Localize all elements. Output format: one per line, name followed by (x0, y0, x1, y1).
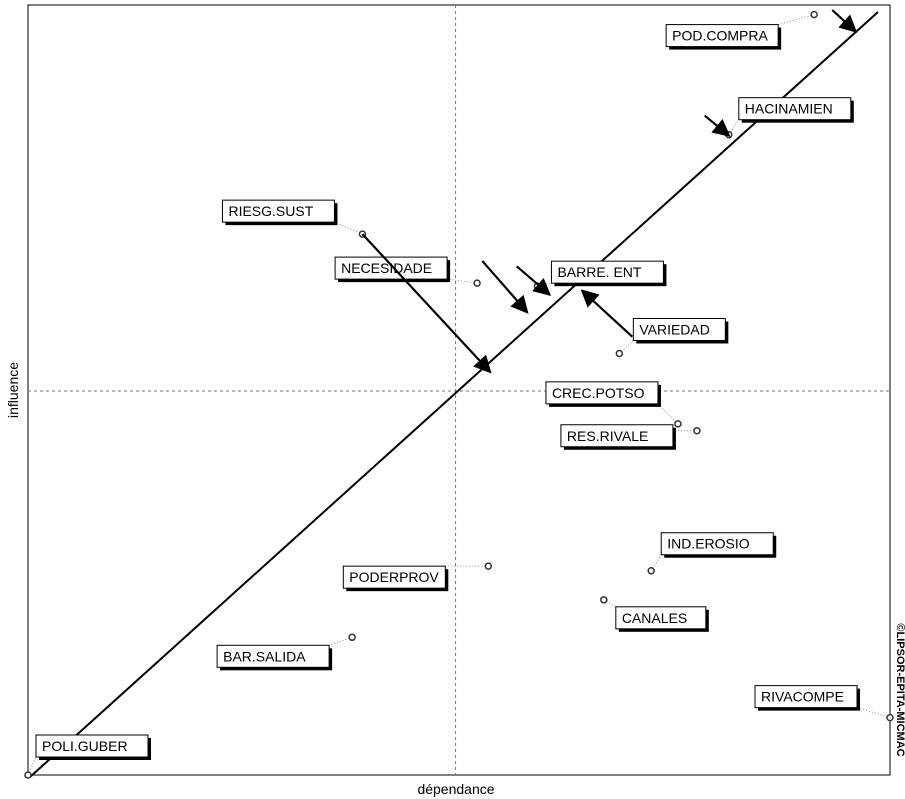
copyright-text: ©LIPSOR-EPITA-MICMAC (894, 623, 905, 756)
diagonal-line (29, 11, 879, 778)
variable-riesg-sust: RIESG.SUST (221, 199, 367, 238)
label-box (560, 424, 674, 448)
data-point (647, 566, 655, 575)
label-box (216, 644, 330, 668)
arrow-6 (580, 289, 634, 338)
variable-crec-potso: CREC.POTSO (545, 381, 682, 428)
arrow-4 (481, 260, 529, 314)
label-box (615, 606, 707, 630)
data-point (24, 771, 32, 779)
label-leader (334, 221, 363, 235)
variable-label: BARRE. ENT (557, 264, 641, 280)
variable-variedad: VARIEDAD (615, 317, 729, 358)
data-point (674, 420, 682, 428)
data-point (484, 562, 493, 570)
variable-label: CREC.POTSO (552, 385, 645, 401)
variable-rivacompe: RIVACOMPE (754, 685, 894, 722)
data-point (886, 713, 894, 722)
label-box (665, 24, 779, 48)
variable-barre-ent: BARRE. ENT (533, 260, 667, 290)
label-leader (778, 14, 815, 26)
label-leader (603, 599, 617, 608)
arrow-5 (516, 265, 552, 297)
variable-label: POLI.GUBER (42, 738, 128, 754)
variables-layer: POD.COMPRA HACINAMIEN RIESG.SUST NECESIDADE… (24, 10, 894, 779)
variable-label: HACINAMIEN (745, 101, 833, 117)
variable-label: IND.EROSIO (667, 536, 750, 552)
label-box (545, 381, 659, 405)
arrows-layer (361, 9, 858, 374)
label-leader (447, 278, 478, 284)
variable-label: NECESIDADE (341, 260, 432, 276)
label-box (221, 199, 335, 223)
variable-pod-compra: POD.COMPRA (665, 10, 818, 50)
variable-label: PODERPROV (349, 569, 439, 585)
label-box (660, 532, 774, 556)
data-point (348, 633, 356, 642)
label-box (632, 317, 726, 341)
data-point (473, 279, 481, 287)
label-box (334, 256, 448, 280)
arrow-1 (831, 9, 858, 33)
variable-label: VARIEDAD (639, 321, 710, 337)
arrow-2 (703, 114, 731, 137)
arrow-3 (361, 233, 492, 374)
variable-poli-guber: POLI.GUBER (24, 734, 151, 779)
label-box (738, 97, 852, 121)
variable-bar-salida: BAR.SALIDA (216, 633, 356, 671)
variable-label: RIESG.SUST (228, 203, 313, 219)
label-box (550, 260, 664, 284)
label-box (342, 565, 446, 589)
variable-label: BAR.SALIDA (223, 648, 306, 664)
variable-label: RIVACOMPE (761, 689, 844, 705)
variable-label: CANALES (622, 610, 687, 626)
variable-hacinamien: HACINAMIEN (725, 97, 854, 139)
variable-label: RES.RIVALE (567, 428, 648, 444)
data-point (693, 427, 701, 435)
label-box (35, 734, 149, 758)
x-axis-title: dépendance (417, 781, 494, 797)
variable-ind-erosio: IND.EROSIO (647, 532, 777, 575)
label-leader (328, 636, 353, 646)
variable-canales: CANALES (600, 596, 709, 632)
data-point (615, 349, 624, 358)
data-point (600, 596, 608, 604)
label-box (754, 685, 858, 709)
y-axis-title: influence (5, 362, 21, 418)
variable-poderprov: PODERPROV (342, 562, 493, 592)
variable-res-rivale: RES.RIVALE (560, 424, 701, 450)
variable-label: POD.COMPRA (672, 28, 768, 44)
data-point (810, 10, 818, 19)
variable-necesidade: NECESIDADE (334, 256, 481, 287)
